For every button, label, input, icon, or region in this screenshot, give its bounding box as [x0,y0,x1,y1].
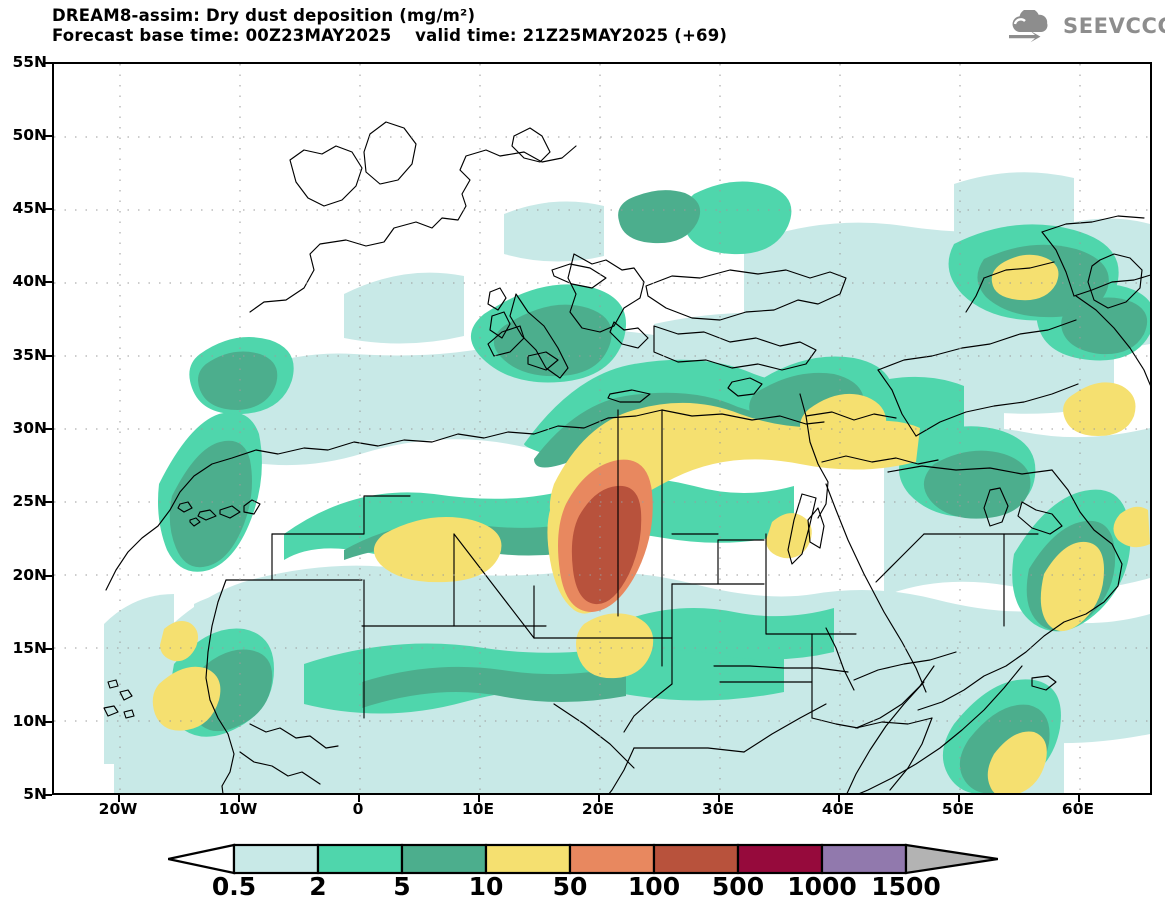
colorbar-swatch-2 [400,843,488,875]
colorbar-tick-50: 50 [552,872,588,901]
y-tick-label-50N: 50N [12,126,47,144]
coastline-layer [103,121,1150,793]
x-tick-label-50E: 50E [941,800,975,818]
colorbar-tick-10: 10 [468,872,504,901]
colorbar-under-arrow [168,843,236,875]
x-tick-label-10W: 10W [218,800,258,818]
colorbar-tick-1000: 1000 [787,872,857,901]
y-tick-label-55N: 55N [12,53,47,71]
colorbar-swatches [168,843,998,875]
dust-deposition-field [54,64,1150,793]
contour-band-100-500 [571,485,642,605]
y-tick-label-20N: 20N [12,566,47,584]
colorbar-tick-100: 100 [627,872,681,901]
y-tick-label-40N: 40N [12,272,47,290]
colorbar-swatch-1 [316,843,404,875]
x-tick-label-20E: 20E [581,800,615,818]
page-title: DREAM8-assim: Dry dust deposition (mg/m²… [52,6,476,25]
colorbar-tick-2: 2 [309,872,327,901]
colorbar-over-arrow [904,843,998,875]
x-tick-label-20W: 20W [98,800,138,818]
colorbar-swatch-4 [568,843,656,875]
x-tick-label-30E: 30E [701,800,735,818]
colorbar-tick-0.5: 0.5 [211,872,257,901]
colorbar-tick-500: 500 [711,872,765,901]
colorbar-tick-labels: 0.5 2 5 10 50 100 500 1000 1500 [168,872,998,904]
y-tick-label-5N: 5N [23,785,47,803]
colorbar[interactable] [168,843,998,875]
y-tick-label-25N: 25N [12,492,47,510]
colorbar-swatch-0 [232,843,320,875]
y-tick-label-45N: 45N [12,199,47,217]
logo-text: SEEVCCC [1063,14,1165,38]
colorbar-swatch-5 [652,843,740,875]
colorbar-swatch-3 [484,843,572,875]
colorbar-swatch-7 [820,843,908,875]
contour-band-10-50 [152,254,1150,793]
y-tick-label-35N: 35N [12,346,47,364]
map-title-block: DREAM8-assim: Dry dust deposition (mg/m²… [52,6,1012,45]
x-tick-label-10E: 10E [461,800,495,818]
colorbar-swatch-6 [736,843,824,875]
colorbar-tick-5: 5 [393,872,411,901]
contour-layer [104,172,1150,793]
y-tick-label-15N: 15N [12,639,47,657]
y-tick-label-10N: 10N [12,712,47,730]
forecast-time-subtitle: Forecast base time: 00Z23MAY2025 valid t… [52,26,728,45]
x-tick-label-40E: 40E [821,800,855,818]
seevccc-logo: SEEVCCC [1005,8,1165,46]
y-tick-label-30N: 30N [12,419,47,437]
colorbar-tick-1500: 1500 [871,872,941,901]
map-panel[interactable] [52,62,1152,795]
x-tick-label-60E: 60E [1061,800,1095,818]
cloud-wind-icon [1009,8,1048,43]
x-tick-label-0: 0 [352,800,364,818]
